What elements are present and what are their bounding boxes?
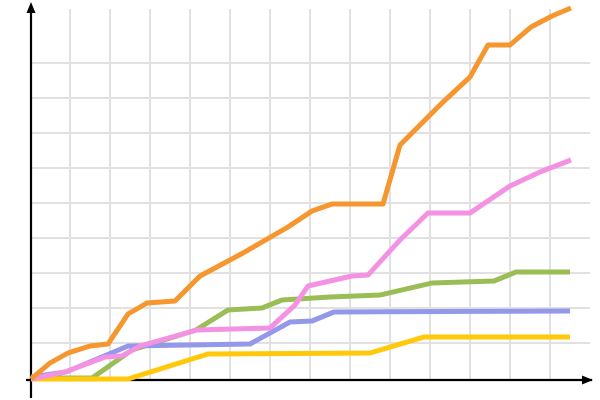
gridlines [31,9,590,380]
series-line-pink [30,157,572,382]
series-line-yellow [31,334,570,382]
series-line-orange [29,5,572,381]
series-line-green [31,269,570,381]
x-axis-arrowhead [582,375,593,385]
chart-series [29,5,572,382]
y-axis-arrowhead [26,2,36,13]
